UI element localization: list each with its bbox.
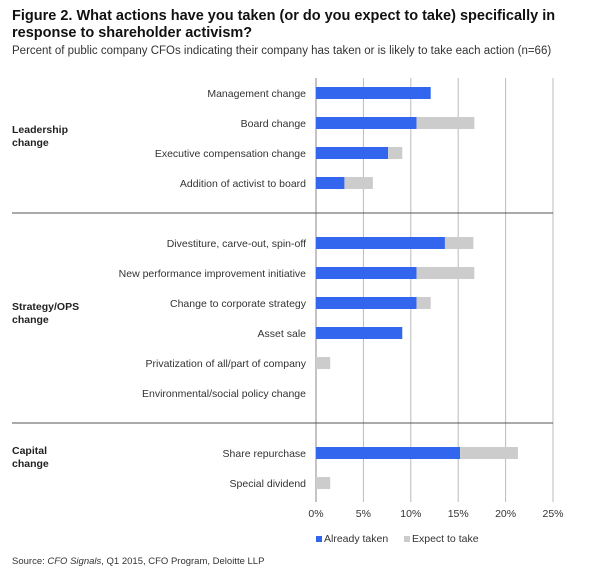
category-label: Privatization of all/part of company (146, 358, 307, 370)
category-label: New performance improvement initiative (119, 268, 306, 280)
legend-already-taken-swatch (316, 536, 322, 542)
x-tick-label: 5% (356, 508, 371, 520)
category-label: Addition of activist to board (180, 178, 306, 190)
bar-already-taken (316, 327, 403, 339)
group-label-line: change (12, 314, 49, 326)
group-label: Strategy/OPS change (12, 301, 79, 326)
source-suffix: , Q1 2015, CFO Program, Deloitte LLP (101, 556, 265, 567)
chart-title: Figure 2. What actions have you taken (o… (12, 8, 556, 41)
group-label-line: Strategy/OPS (12, 301, 79, 313)
bar-already-taken (316, 117, 417, 129)
source-prefix: Source: (12, 556, 48, 567)
category-label: Change to corporate strategy (170, 298, 307, 310)
bar-already-taken (316, 177, 345, 189)
category-label: Special dividend (230, 478, 307, 490)
category-label: Environmental/social policy change (142, 388, 306, 400)
bar-already-taken (316, 147, 389, 159)
group-label-line: Leadership (12, 124, 68, 136)
bar-already-taken (316, 267, 417, 279)
stacked-bar-chart: Management change Board change Executive c… (12, 78, 564, 545)
bar-expect-to-take (316, 477, 331, 489)
category-label: Executive compensation change (155, 148, 306, 160)
x-tick-label: 0% (308, 508, 323, 520)
bar-expect-to-take (444, 237, 474, 249)
group-label-line: change (12, 458, 49, 470)
bar-expect-to-take (388, 147, 403, 159)
bar-already-taken (316, 87, 431, 99)
bar-expect-to-take (416, 297, 431, 309)
bar-expect-to-take (316, 357, 331, 369)
category-label: Share repurchase (223, 448, 307, 460)
bar-expect-to-take (344, 177, 373, 189)
group-label-line: change (12, 137, 49, 149)
group-label-line: Capital (12, 445, 47, 457)
group-label: Capital change (12, 445, 49, 470)
category-label: Divestiture, carve-out, spin-off (167, 238, 306, 250)
chart-subtitle: Percent of public company CFOs indicatin… (12, 45, 552, 57)
category-label: Management change (207, 88, 306, 100)
x-tick-label: 15% (448, 508, 469, 520)
bar-expect-to-take (460, 447, 518, 459)
legend-expect-to-take-swatch (404, 536, 410, 542)
x-tick-label: 25% (542, 508, 563, 520)
legend-already-taken-label: Already taken (324, 533, 388, 545)
bar-expect-to-take (416, 117, 475, 129)
legend-expect-to-take-label: Expect to take (412, 533, 479, 545)
bar-expect-to-take (416, 267, 475, 279)
x-tick-label: 10% (400, 508, 421, 520)
source-note: Source: CFO Signals, Q1 2015, CFO Progra… (12, 556, 264, 567)
x-tick-label: 20% (495, 508, 516, 520)
bar-already-taken (316, 297, 417, 309)
group-label: Leadership change (12, 124, 68, 149)
category-label: Asset sale (258, 328, 307, 340)
bar-already-taken (316, 237, 445, 249)
source-italic: CFO Signals (47, 556, 102, 567)
category-label: Board change (241, 118, 307, 130)
bar-already-taken (316, 447, 461, 459)
